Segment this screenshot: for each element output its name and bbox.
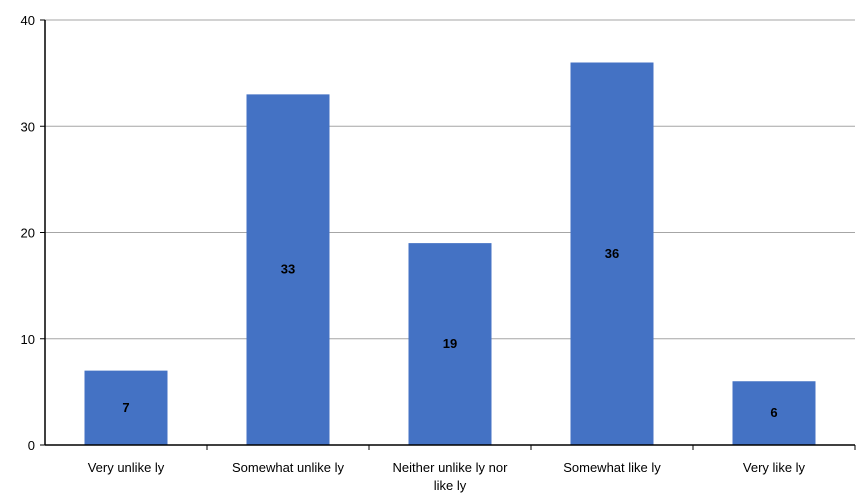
- data-label: 7: [122, 400, 129, 415]
- y-tick-label: 30: [21, 119, 35, 134]
- bar: [570, 62, 654, 445]
- x-tick-label: Somewhat unlike ly: [232, 460, 344, 475]
- x-tick-label: Somewhat like ly: [563, 460, 661, 475]
- bars: [84, 62, 816, 445]
- x-tick-label: Very unlike ly: [88, 460, 165, 475]
- bar: [246, 94, 330, 445]
- data-labels: 7 33 19 36 6: [122, 246, 777, 420]
- bar: [408, 243, 492, 445]
- y-tick-label: 0: [28, 438, 35, 453]
- bar: [732, 381, 816, 445]
- y-tick-label: 40: [21, 13, 35, 28]
- data-label: 6: [770, 405, 777, 420]
- bar: [84, 370, 168, 445]
- y-tick-labels: 0 10 20 30 40: [21, 13, 45, 453]
- x-tick-label: like ly: [434, 478, 467, 493]
- data-label: 19: [443, 336, 457, 351]
- x-tick-label: Very like ly: [743, 460, 806, 475]
- y-tick-label: 10: [21, 332, 35, 347]
- y-tick-label: 20: [21, 226, 35, 241]
- x-tick-labels: Very unlike ly Somewhat unlike ly Neither …: [88, 445, 856, 493]
- data-label: 33: [281, 262, 295, 277]
- data-label: 36: [605, 246, 619, 261]
- x-tick-label: Neither unlike ly nor: [393, 460, 509, 475]
